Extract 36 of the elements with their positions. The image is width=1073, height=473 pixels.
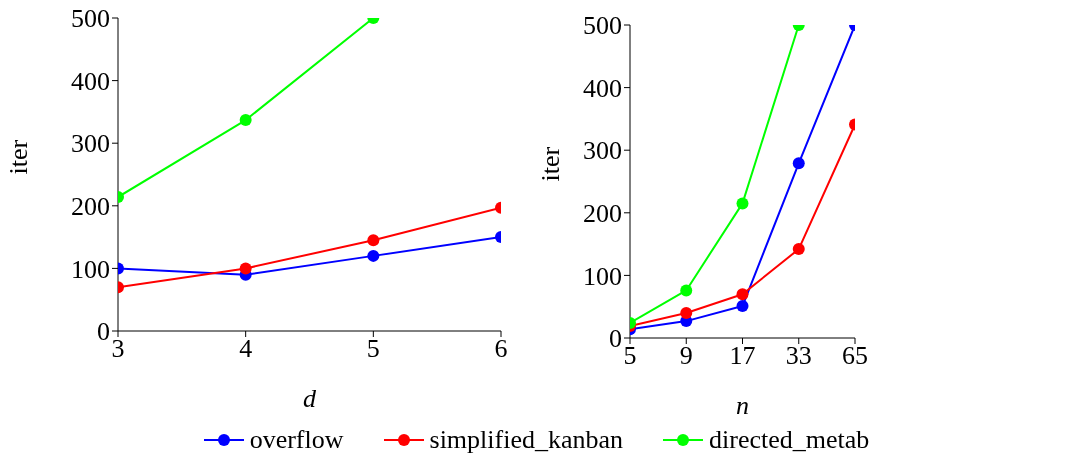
y-tick-label: 300	[583, 136, 622, 166]
point	[736, 197, 749, 210]
x-tick-label: 5	[366, 334, 380, 364]
y-tick-label: 400	[583, 73, 622, 103]
y-tick-label: 500	[583, 11, 622, 41]
x-tick-label: 33	[785, 341, 812, 371]
x-tick-label: 9	[679, 341, 693, 371]
y-tick-label: 200	[583, 199, 622, 229]
y-tick-label: 400	[71, 66, 110, 96]
point	[792, 157, 805, 170]
y-tick-label: 100	[583, 261, 622, 291]
point	[792, 243, 805, 256]
x-tick-label: 4	[239, 334, 253, 364]
x-axis-title: d	[303, 384, 317, 413]
y-tick-label: 300	[71, 129, 110, 159]
point	[680, 284, 693, 297]
x-tick-label: 3	[111, 334, 125, 364]
point	[239, 114, 252, 127]
legend-label: directed_metab	[709, 425, 870, 455]
x-tick-label: 5	[623, 341, 637, 371]
y-axis-title: iter	[536, 146, 566, 182]
y-axis-title: iter	[4, 139, 34, 175]
legend-label: overflow	[249, 425, 344, 455]
legend-label: simplified_kanban	[429, 425, 624, 455]
x-tick-label: 65	[842, 341, 868, 371]
y-tick-label: 0	[609, 324, 622, 354]
point	[680, 306, 693, 319]
x-tick-label: 6	[494, 334, 508, 364]
y-tick-label: 0	[97, 317, 110, 347]
point	[736, 288, 749, 301]
point	[736, 300, 749, 313]
x-tick-label: 17	[729, 341, 756, 371]
y-tick-label: 100	[71, 254, 110, 284]
y-tick-label: 500	[71, 4, 110, 34]
x-axis-title: n	[736, 391, 749, 420]
y-tick-label: 200	[71, 192, 110, 222]
